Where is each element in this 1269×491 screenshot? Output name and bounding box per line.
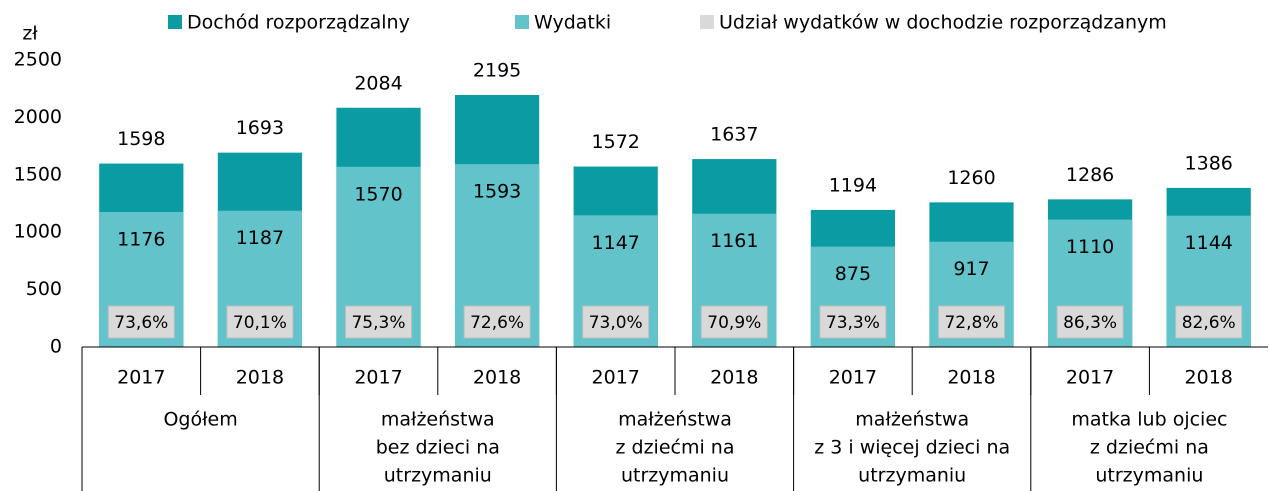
- share-label: 72,8%: [944, 313, 998, 333]
- group-label: małżeństwa: [381, 409, 495, 431]
- x-tick-label: 2018: [236, 367, 284, 389]
- legend-swatch: [515, 15, 529, 29]
- legend-swatch: [700, 15, 714, 29]
- y-tick-label: 2000: [14, 106, 62, 128]
- value-label: 1194: [829, 174, 877, 196]
- group-label: małżeństwa: [618, 409, 732, 431]
- value-label: 2195: [473, 60, 521, 82]
- y-tick-label: 0: [50, 336, 62, 358]
- group-label: z 3 i więcej dzieci na: [814, 437, 1010, 459]
- x-tick-label: 2018: [1185, 367, 1233, 389]
- share-box: [107, 305, 175, 339]
- value-label: 1570: [354, 183, 402, 205]
- value-label: 2084: [354, 72, 402, 94]
- share-label: 82,6%: [1182, 313, 1236, 333]
- group-label: z dziećmi na: [616, 437, 735, 459]
- legend-label: Dochód rozporządzalny: [187, 12, 410, 34]
- legend-label: Udział wydatków w dochodzie rozporządzan…: [719, 12, 1167, 34]
- x-tick-label: 2017: [1066, 367, 1114, 389]
- group-label: z dziećmi na: [1090, 437, 1209, 459]
- x-tick-label: 2018: [947, 367, 995, 389]
- y-tick-label: 500: [26, 278, 62, 300]
- share-label: 70,9%: [707, 313, 761, 333]
- y-axis-unit: zł: [22, 23, 38, 45]
- share-box: [938, 305, 1005, 339]
- y-tick-label: 1000: [14, 221, 62, 243]
- value-label: 1286: [1066, 164, 1114, 186]
- y-tick-label: 2500: [14, 49, 62, 71]
- legend-swatch: [168, 15, 182, 29]
- value-label: 1147: [592, 232, 640, 254]
- x-tick-label: 2018: [710, 367, 758, 389]
- share-label: 73,0%: [589, 313, 643, 333]
- y-tick-label: 1500: [14, 163, 62, 185]
- group-label: Ogółem: [163, 409, 237, 431]
- group-label: utrzymaniu: [384, 465, 492, 487]
- share-label: 73,3%: [826, 313, 880, 333]
- value-label: 1260: [947, 167, 995, 189]
- value-label: 1593: [473, 181, 521, 203]
- value-label: 1572: [592, 131, 640, 153]
- share-box: [582, 305, 650, 339]
- group-label: bez dzieci na: [376, 437, 500, 459]
- value-label: 1144: [1185, 232, 1233, 254]
- share-label: 70,1%: [233, 313, 287, 333]
- value-label: 1161: [710, 230, 758, 252]
- share-label: 72,6%: [470, 313, 524, 333]
- group-label: utrzymaniu: [621, 465, 729, 487]
- legend-label: Wydatki: [534, 12, 611, 34]
- value-label: 1110: [1066, 236, 1114, 258]
- share-label: 73,6%: [114, 313, 168, 333]
- value-label: 1598: [117, 128, 165, 150]
- x-tick-label: 2018: [473, 367, 521, 389]
- value-label: 1637: [710, 124, 758, 146]
- value-label: 1187: [236, 227, 284, 249]
- value-label: 1693: [236, 117, 284, 139]
- x-tick-label: 2017: [592, 367, 640, 389]
- share-label: 86,3%: [1063, 313, 1117, 333]
- group-label: utrzymaniu: [858, 465, 966, 487]
- share-label: 75,3%: [351, 313, 405, 333]
- share-box: [226, 305, 294, 339]
- group-label: małżeństwa: [855, 409, 969, 431]
- share-box: [1056, 305, 1124, 339]
- share-box: [463, 305, 531, 339]
- value-label: 917: [953, 258, 989, 280]
- x-tick-label: 2017: [117, 367, 165, 389]
- value-label: 1386: [1185, 152, 1233, 174]
- share-box: [1175, 305, 1243, 339]
- group-label: matka lub ojciec: [1071, 409, 1227, 431]
- share-box: [345, 305, 412, 339]
- group-label: utrzymaniu: [1095, 465, 1203, 487]
- x-tick-label: 2017: [354, 367, 402, 389]
- value-label: 875: [835, 263, 871, 285]
- share-box: [700, 305, 768, 339]
- x-tick-label: 2017: [829, 367, 877, 389]
- share-box: [819, 305, 887, 339]
- value-label: 1176: [117, 228, 165, 250]
